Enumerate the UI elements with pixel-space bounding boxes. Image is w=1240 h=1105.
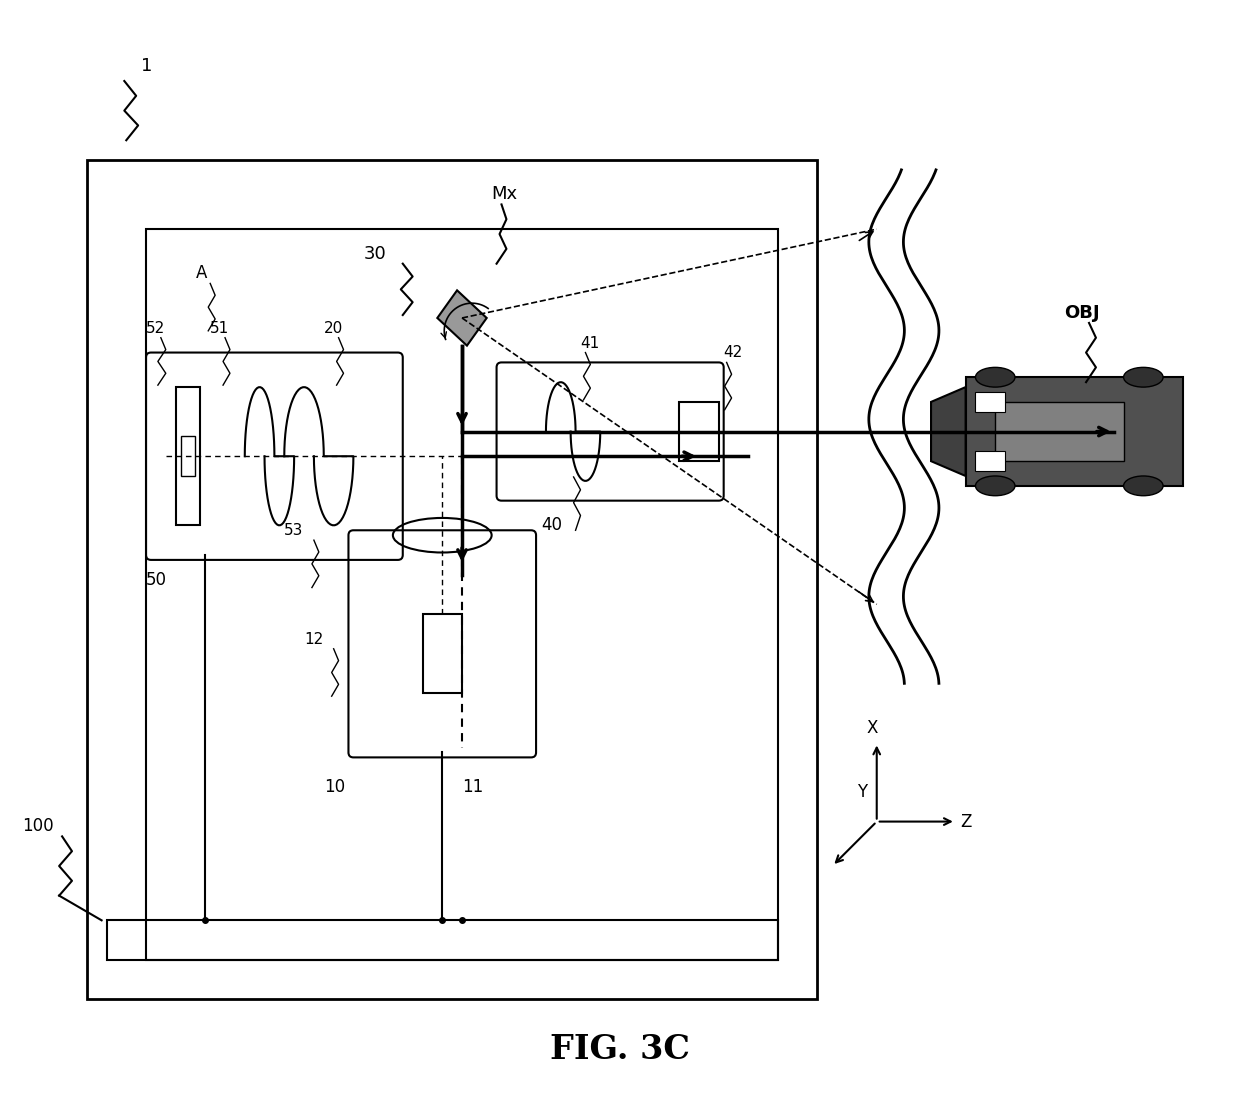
Text: Z: Z: [961, 812, 972, 831]
Ellipse shape: [976, 367, 1016, 387]
Text: 20: 20: [324, 320, 343, 336]
Ellipse shape: [1123, 476, 1163, 496]
Text: OBJ: OBJ: [1064, 304, 1100, 322]
Text: FIG. 3C: FIG. 3C: [551, 1032, 689, 1065]
Polygon shape: [438, 291, 486, 346]
Ellipse shape: [1123, 367, 1163, 387]
Text: 10: 10: [324, 778, 345, 796]
Text: 53: 53: [284, 524, 304, 538]
Text: Mx: Mx: [491, 186, 518, 203]
Text: 41: 41: [580, 336, 600, 350]
Text: 1: 1: [141, 57, 153, 75]
Text: 51: 51: [211, 320, 229, 336]
Polygon shape: [966, 377, 1183, 486]
Text: 40: 40: [541, 516, 562, 535]
Text: 12: 12: [304, 632, 324, 646]
Ellipse shape: [976, 476, 1016, 496]
Text: 42: 42: [724, 346, 743, 360]
Text: 30: 30: [363, 244, 386, 263]
Text: 50: 50: [146, 570, 167, 589]
Text: A: A: [196, 264, 207, 283]
Polygon shape: [931, 387, 966, 476]
Polygon shape: [996, 402, 1123, 461]
Text: Y: Y: [857, 782, 867, 801]
Text: 11: 11: [463, 778, 484, 796]
Text: X: X: [866, 718, 878, 737]
Text: 52: 52: [146, 320, 165, 336]
Text: 100: 100: [22, 818, 55, 835]
Polygon shape: [976, 451, 1006, 471]
Polygon shape: [976, 392, 1006, 412]
